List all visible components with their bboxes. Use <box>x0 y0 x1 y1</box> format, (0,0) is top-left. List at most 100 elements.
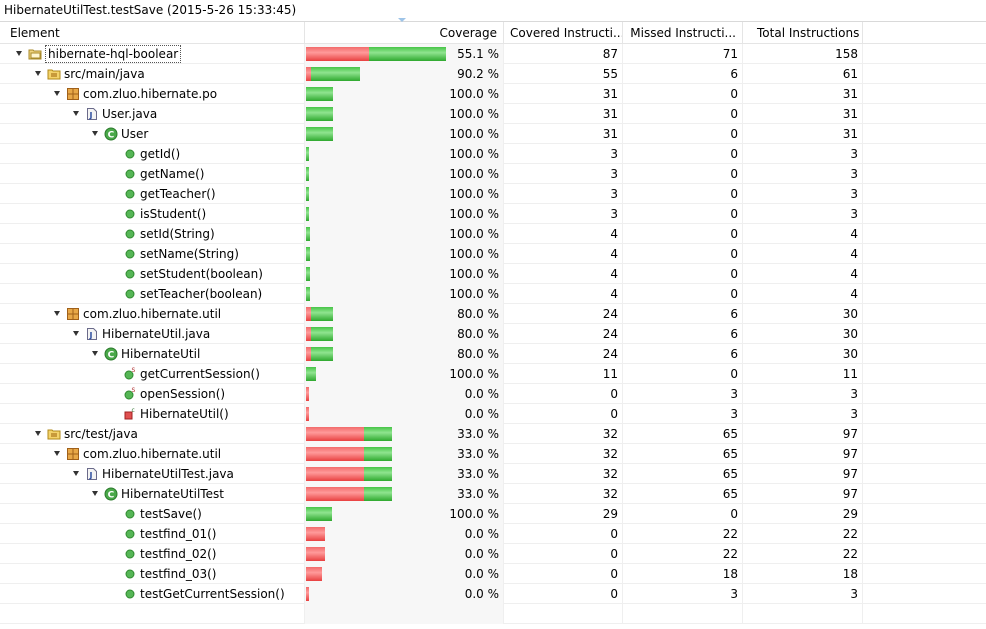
class-icon: C <box>104 127 118 141</box>
element-cell: setStudent(boolean) <box>0 264 305 284</box>
element-cell: C User <box>0 124 305 144</box>
expand-toggle-icon[interactable] <box>54 451 60 456</box>
expand-toggle-icon[interactable] <box>92 491 98 496</box>
missed-instructions: 6 <box>623 324 743 344</box>
column-header-missed-instructions[interactable]: Missed Instructi... <box>623 22 743 44</box>
coverage-percent: 100.0 % <box>449 247 499 261</box>
expand-toggle-icon[interactable] <box>16 51 22 56</box>
table-row[interactable]: C HibernateUtil 80.0 % 24 6 30 <box>0 344 986 364</box>
element-label: isStudent() <box>140 207 207 221</box>
covered-instructions: 29 <box>504 504 623 524</box>
coverage-percent: 100.0 % <box>449 227 499 241</box>
coverage-cell: 100.0 % <box>305 104 504 124</box>
coverage-cell: 33.0 % <box>305 464 504 484</box>
column-header-element[interactable]: Element <box>0 22 305 44</box>
table-row[interactable]: isStudent() 100.0 % 3 0 3 <box>0 204 986 224</box>
coverage-cell: 0.0 % <box>305 524 504 544</box>
covered-instructions: 32 <box>504 424 623 444</box>
element-label: testfind_01() <box>140 527 217 541</box>
table-row[interactable]: getName() 100.0 % 3 0 3 <box>0 164 986 184</box>
table-row[interactable]: testfind_03() 0.0 % 0 18 18 <box>0 564 986 584</box>
element-label: HibernateUtil <box>121 347 201 361</box>
table-row[interactable]: J User.java 100.0 % 31 0 31 <box>0 104 986 124</box>
java-file-icon: J <box>85 467 99 481</box>
coverage-bar-missed <box>306 567 322 581</box>
table-row[interactable]: src/main/java 90.2 % 55 6 61 <box>0 64 986 84</box>
expand-toggle-icon[interactable] <box>73 471 79 476</box>
expand-toggle-icon[interactable] <box>54 311 60 316</box>
total-instructions: 29 <box>743 504 863 524</box>
total-instructions: 30 <box>743 344 863 364</box>
expand-toggle-icon[interactable] <box>92 351 98 356</box>
table-row[interactable]: com.zluo.hibernate.util 80.0 % 24 6 30 <box>0 304 986 324</box>
expand-toggle-icon[interactable] <box>35 71 41 76</box>
total-instructions: 22 <box>743 544 863 564</box>
missed-instructions: 0 <box>623 144 743 164</box>
total-instructions: 3 <box>743 144 863 164</box>
expand-toggle-icon[interactable] <box>92 131 98 136</box>
element-cell: c HibernateUtil() <box>0 404 305 424</box>
table-row[interactable]: setId(String) 100.0 % 4 0 4 <box>0 224 986 244</box>
missed-instructions: 0 <box>623 84 743 104</box>
table-row[interactable]: com.zluo.hibernate.util 33.0 % 32 65 97 <box>0 444 986 464</box>
coverage-bar-covered <box>306 127 333 141</box>
missed-instructions: 65 <box>623 444 743 464</box>
expand-toggle-icon[interactable] <box>54 91 60 96</box>
total-instructions: 31 <box>743 84 863 104</box>
table-row[interactable]: setName(String) 100.0 % 4 0 4 <box>0 244 986 264</box>
empty-table-row <box>0 602 986 624</box>
table-row[interactable]: testfind_02() 0.0 % 0 22 22 <box>0 544 986 564</box>
coverage-bar <box>306 567 322 581</box>
missed-instructions: 65 <box>623 464 743 484</box>
table-row[interactable]: C User 100.0 % 31 0 31 <box>0 124 986 144</box>
table-row[interactable]: c HibernateUtil() 0.0 % 0 3 3 <box>0 404 986 424</box>
coverage-percent: 100.0 % <box>449 207 499 221</box>
total-instructions: 3 <box>743 384 863 404</box>
column-header-covered-instructions[interactable]: Covered Instructi... <box>504 22 623 44</box>
missed-instructions: 22 <box>623 524 743 544</box>
table-row[interactable]: C HibernateUtilTest 33.0 % 32 65 97 <box>0 484 986 504</box>
table-row[interactable]: testSave() 100.0 % 29 0 29 <box>0 504 986 524</box>
table-row[interactable]: J HibernateUtil.java 80.0 % 24 6 30 <box>0 324 986 344</box>
table-row[interactable]: getTeacher() 100.0 % 3 0 3 <box>0 184 986 204</box>
coverage-percent: 100.0 % <box>449 107 499 121</box>
coverage-percent: 0.0 % <box>464 387 499 401</box>
table-row[interactable]: src/test/java 33.0 % 32 65 97 <box>0 424 986 444</box>
method-icon <box>123 207 137 221</box>
table-row[interactable]: getId() 100.0 % 3 0 3 <box>0 144 986 164</box>
coverage-bar-missed <box>306 67 311 81</box>
table-row[interactable]: testfind_01() 0.0 % 0 22 22 <box>0 524 986 544</box>
package-icon <box>66 307 80 321</box>
empty-cell <box>623 602 743 624</box>
coverage-cell: 33.0 % <box>305 424 504 444</box>
coverage-percent: 100.0 % <box>449 127 499 141</box>
coverage-percent: 100.0 % <box>449 287 499 301</box>
expand-toggle-icon[interactable] <box>73 111 79 116</box>
total-instructions: 30 <box>743 324 863 344</box>
total-instructions: 4 <box>743 264 863 284</box>
coverage-cell: 100.0 % <box>305 264 504 284</box>
table-row[interactable]: setStudent(boolean) 100.0 % 4 0 4 <box>0 264 986 284</box>
table-row[interactable]: testGetCurrentSession() 0.0 % 0 3 3 <box>0 584 986 604</box>
column-header-total-instructions[interactable]: Total Instructions <box>743 22 863 44</box>
table-row[interactable]: J HibernateUtilTest.java 33.0 % 32 65 97 <box>0 464 986 484</box>
coverage-bar-covered <box>306 227 310 241</box>
table-row[interactable]: com.zluo.hibernate.po 100.0 % 31 0 31 <box>0 84 986 104</box>
column-header-coverage[interactable]: Coverage <box>305 22 504 44</box>
element-cell: com.zluo.hibernate.util <box>0 444 305 464</box>
element-cell: src/main/java <box>0 64 305 84</box>
table-row[interactable]: setTeacher(boolean) 100.0 % 4 0 4 <box>0 284 986 304</box>
expand-toggle-icon[interactable] <box>35 431 41 436</box>
coverage-cell: 100.0 % <box>305 224 504 244</box>
covered-instructions: 3 <box>504 164 623 184</box>
covered-instructions: 3 <box>504 144 623 164</box>
coverage-percent: 33.0 % <box>457 487 499 501</box>
expand-toggle-icon[interactable] <box>73 331 79 336</box>
table-row[interactable]: hibernate-hql-boolear 55.1 % 87 71 158 <box>0 44 986 64</box>
coverage-bar <box>306 527 325 541</box>
svg-text:J: J <box>89 111 93 120</box>
svg-text:c: c <box>132 407 135 414</box>
missed-instructions: 0 <box>623 504 743 524</box>
